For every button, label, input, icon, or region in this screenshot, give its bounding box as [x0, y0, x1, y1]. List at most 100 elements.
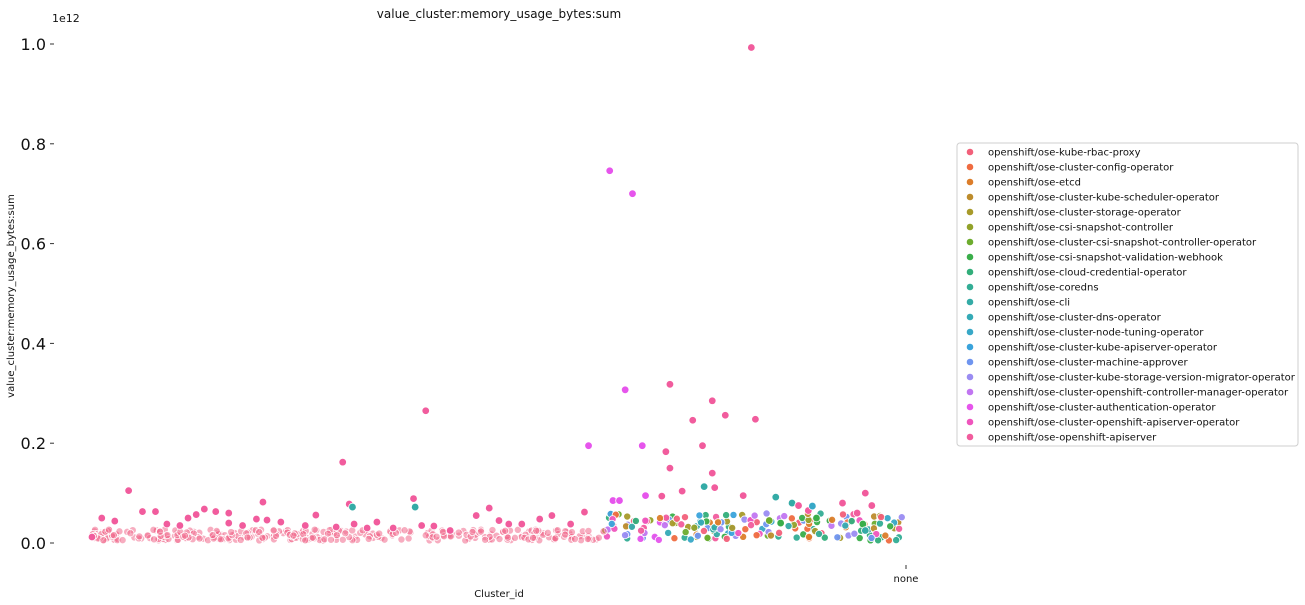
- background-point: [421, 531, 430, 540]
- y-axis-ticks: 0.0 0.2 0.4 0.6 0.8 1.0: [21, 35, 54, 553]
- data-point: [584, 441, 593, 450]
- y-tick-label: 0.2: [21, 434, 46, 453]
- data-point: [191, 510, 201, 519]
- data-point: [771, 492, 780, 502]
- background-point: [99, 536, 108, 545]
- y-tick-label: 0.0: [21, 534, 46, 553]
- data-point: [794, 501, 803, 510]
- background-point: [631, 516, 640, 525]
- data-points: [87, 43, 877, 542]
- data-point: [200, 504, 209, 514]
- legend-label: openshift/ose-cluster-machine-approver: [988, 358, 1188, 369]
- background-point: [488, 526, 497, 535]
- data-point: [861, 488, 870, 498]
- background-point: [762, 509, 771, 518]
- data-point: [410, 502, 420, 512]
- data-point: [301, 521, 310, 530]
- background-point: [599, 527, 608, 536]
- data-point: [547, 511, 557, 520]
- background-point: [567, 528, 576, 537]
- legend-label: openshift/ose-csi-snapshot-validation-we…: [988, 253, 1223, 264]
- legend-marker: [966, 148, 974, 156]
- legend-marker: [966, 358, 974, 366]
- background-point: [815, 529, 824, 538]
- background-point: [660, 521, 669, 530]
- background-point: [641, 516, 650, 525]
- legend-label: openshift/ose-cluster-openshift-apiserve…: [988, 418, 1240, 429]
- data-point: [349, 519, 359, 529]
- background-point: [637, 526, 646, 535]
- data-point: [429, 521, 439, 531]
- data-point: [812, 513, 821, 523]
- background-point: [118, 536, 127, 545]
- background-point: [693, 531, 702, 540]
- legend-marker: [966, 418, 974, 426]
- background-point: [681, 528, 690, 537]
- data-point: [747, 43, 756, 52]
- background-point: [503, 533, 512, 542]
- background-point: [364, 534, 373, 543]
- data-point: [97, 513, 106, 523]
- data-point: [338, 457, 347, 467]
- data-point: [638, 441, 647, 450]
- data-point: [665, 463, 675, 473]
- data-point: [417, 521, 426, 530]
- legend-label: openshift/ose-cluster-node-tuning-operat…: [988, 328, 1204, 339]
- background-point: [664, 528, 673, 537]
- background-point: [332, 531, 341, 540]
- background-point: [510, 533, 519, 542]
- legend-marker: [966, 388, 974, 396]
- x-axis-label: Cluster_id: [474, 589, 524, 600]
- background-point: [792, 533, 801, 542]
- legend-marker: [966, 343, 974, 351]
- background-point: [320, 535, 329, 544]
- background-point: [180, 531, 189, 540]
- data-point: [710, 483, 719, 492]
- background-point: [875, 519, 884, 528]
- data-point: [861, 526, 870, 535]
- data-point: [504, 519, 513, 529]
- data-point: [708, 396, 717, 405]
- legend-label: openshift/ose-cluster-csi-snapshot-contr…: [988, 238, 1257, 249]
- data-point: [224, 508, 233, 518]
- data-point: [698, 441, 707, 450]
- data-point: [765, 516, 774, 525]
- data-point: [867, 501, 877, 510]
- data-point: [87, 532, 97, 542]
- background-point: [627, 522, 636, 531]
- data-point: [472, 511, 481, 520]
- background-point: [847, 517, 856, 526]
- background-point: [326, 535, 335, 544]
- background-point: [404, 534, 413, 543]
- data-point: [494, 516, 504, 525]
- background-point: [722, 511, 731, 520]
- data-point: [224, 518, 233, 528]
- background-point: [897, 513, 906, 522]
- background-point: [752, 531, 761, 540]
- background-point: [623, 512, 632, 521]
- data-point: [688, 416, 697, 425]
- data-point: [348, 502, 357, 512]
- background-point: [787, 514, 796, 523]
- background-point: [243, 533, 252, 542]
- legend-marker: [966, 298, 974, 306]
- background-point: [714, 518, 723, 527]
- background-point: [109, 531, 118, 540]
- background-point: [833, 533, 842, 542]
- legend-label: openshift/ose-csi-snapshot-controller: [988, 223, 1174, 234]
- legend-marker: [966, 253, 974, 261]
- legend-label: openshift/ose-cli: [988, 298, 1070, 309]
- background-point: [156, 527, 165, 536]
- legend-label: openshift/ose-coredns: [988, 283, 1099, 294]
- data-point: [362, 523, 372, 533]
- background-point: [543, 528, 552, 537]
- data-point: [665, 380, 675, 389]
- background-points: [88, 509, 906, 545]
- background-point: [338, 535, 347, 544]
- background-point: [289, 531, 298, 540]
- background-point: [877, 513, 886, 522]
- background-point: [741, 525, 750, 534]
- legend-marker: [966, 178, 974, 186]
- legend-label: openshift/ose-cluster-dns-operator: [988, 313, 1162, 324]
- y-tick-label: 1.0: [21, 35, 46, 54]
